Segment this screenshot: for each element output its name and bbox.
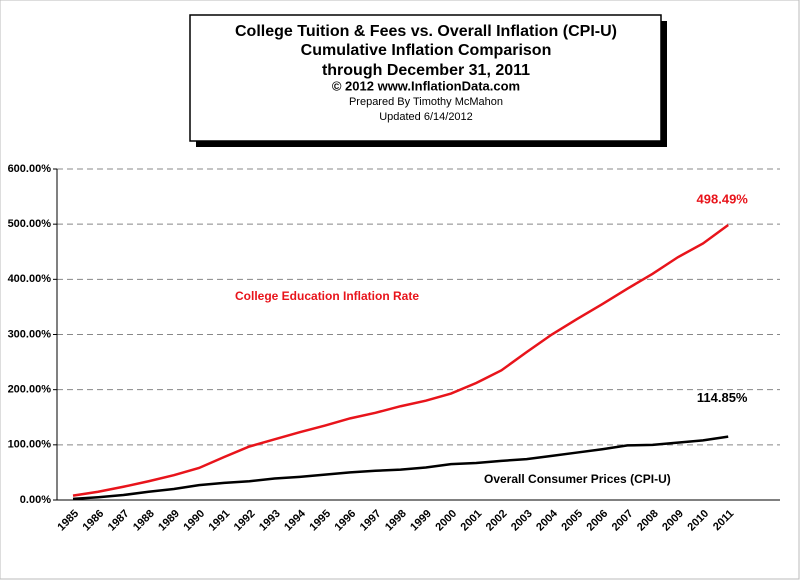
y-tick-label: 100.00% — [8, 439, 52, 451]
series-label: College Education Inflation Rate — [235, 289, 419, 303]
y-tick-label: 600.00% — [8, 163, 52, 175]
subtitle: Cumulative Inflation Comparison — [301, 42, 552, 59]
y-tick-label: 300.00% — [8, 328, 52, 340]
line — [72, 223, 729, 497]
y-tick-label: 0.00% — [20, 494, 51, 506]
value-label: 498.49% — [697, 191, 749, 206]
subtitle: © 2012 www.InflationData.com — [332, 78, 520, 93]
y-tick-label: 200.00% — [8, 384, 52, 396]
subtitle: through December 31, 2011 — [322, 62, 530, 79]
y-tick-label: 500.00% — [8, 218, 52, 230]
line — [72, 435, 729, 501]
chart-title: College Tuition & Fees vs. Overall Infla… — [235, 23, 617, 40]
subtitle: Prepared By Timothy McMahon — [349, 96, 503, 108]
title-box — [189, 14, 662, 142]
value-label: 114.85% — [697, 390, 748, 405]
series-label: Overall Consumer Prices (CPI-U) — [484, 472, 671, 486]
y-tick-label: 400.00% — [8, 273, 52, 285]
subtitle: Updated 6/14/2012 — [379, 111, 473, 123]
